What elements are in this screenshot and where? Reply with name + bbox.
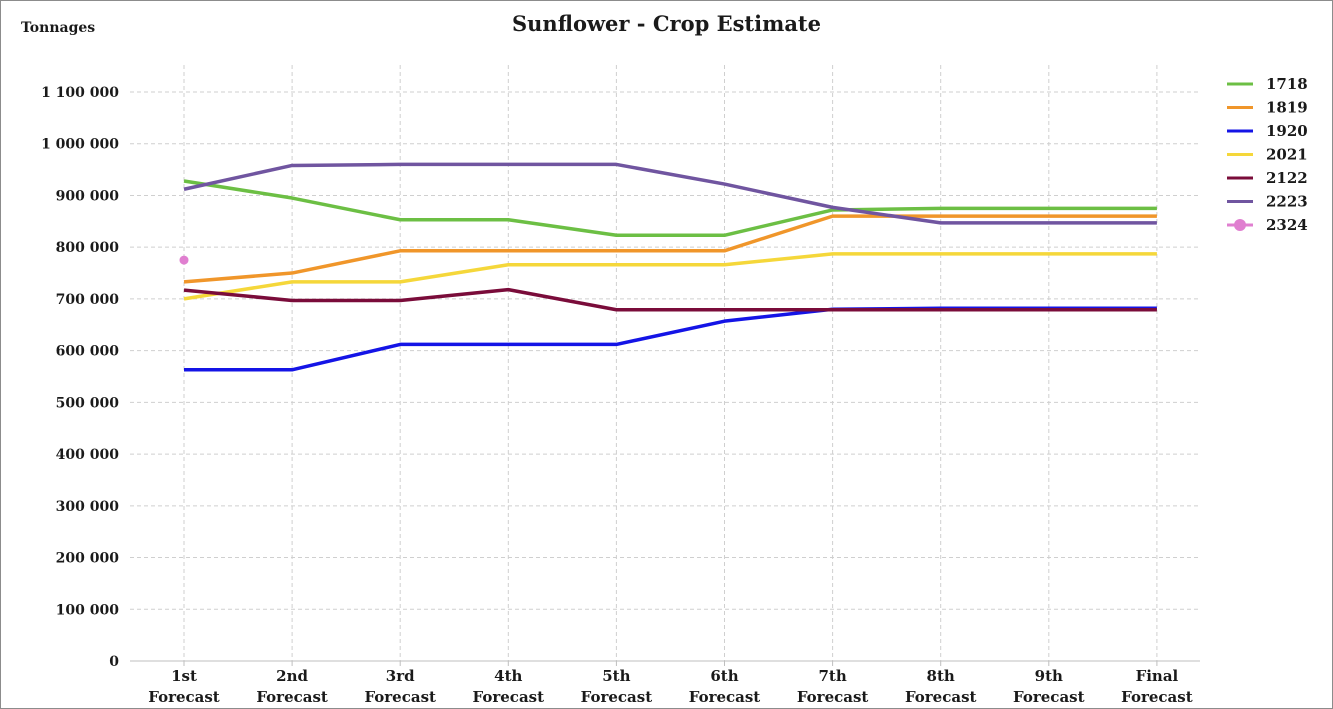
x-tick-label: 7th <box>818 667 846 685</box>
y-tick-label: 300 000 <box>56 499 120 515</box>
x-tick-label: 9th <box>1035 667 1063 685</box>
y-tick-labels: 0 100 000 200 000 300 000 400 000 500 000 600 … <box>41 85 119 670</box>
y-tick-label: 100 000 <box>56 602 120 618</box>
x-tick-label: 8th <box>927 667 955 685</box>
x-tick-label: Forecast <box>1121 688 1193 706</box>
x-tick-label: 3rd <box>386 667 415 685</box>
y-axis-label: Tonnages <box>21 20 96 36</box>
x-tick-label: 4th <box>494 667 522 685</box>
x-tick-label: Final <box>1136 667 1179 685</box>
legend-label-1920: 1920 <box>1266 122 1308 140</box>
series-1819-line <box>183 214 1157 284</box>
legend-marker-2324 <box>1234 219 1246 231</box>
legend-label-2021: 2021 <box>1266 146 1308 164</box>
y-tick-label: 200 000 <box>56 551 120 567</box>
x-tick-label: 1st <box>171 667 197 685</box>
x-tick-label: Forecast <box>689 688 761 706</box>
series-1718-line <box>183 179 1157 238</box>
series-2324-point <box>179 255 189 265</box>
x-tick-label: 6th <box>710 667 738 685</box>
series-2122-line <box>183 287 1157 312</box>
y-tick-label: 700 000 <box>56 292 120 308</box>
x-tick-label: 5th <box>602 667 630 685</box>
x-tick-labels: 1st Forecast 2nd Forecast 3rd Forecast 4th Fore… <box>148 667 1192 706</box>
y-tick-label: 500 000 <box>56 395 120 411</box>
x-tick-label: 2nd <box>276 667 308 685</box>
x-tick-label: Forecast <box>905 688 977 706</box>
gridlines <box>130 65 1200 661</box>
axes <box>130 660 1200 666</box>
chart-title: Sunflower - Crop Estimate <box>512 11 821 36</box>
y-tick-label: 1 100 000 <box>41 85 119 101</box>
x-tick-label: Forecast <box>364 688 436 706</box>
x-tick-label: Forecast <box>148 688 220 706</box>
y-tick-label: 600 000 <box>56 344 120 360</box>
x-tick-label: Forecast <box>1013 688 1085 706</box>
y-tick-label: 900 000 <box>56 188 120 204</box>
x-tick-label: Forecast <box>797 688 869 706</box>
x-tick-label: Forecast <box>256 688 328 706</box>
y-tick-label: 0 <box>109 654 119 670</box>
x-tick-label: Forecast <box>473 688 545 706</box>
legend-label-2324: 2324 <box>1266 216 1308 234</box>
series-2223-line <box>183 162 1157 225</box>
y-tick-label: 1 000 000 <box>41 137 119 153</box>
legend-label-2223: 2223 <box>1266 193 1308 211</box>
y-tick-label: 800 000 <box>56 240 120 256</box>
series-lines <box>179 162 1157 372</box>
legend-label-2122: 2122 <box>1266 169 1308 187</box>
series-2021-line <box>183 252 1157 301</box>
legend-label-1819: 1819 <box>1266 99 1308 117</box>
series-1920-line <box>184 306 1157 372</box>
x-tick-label: Forecast <box>581 688 653 706</box>
legend-label-1718: 1718 <box>1266 75 1308 93</box>
legend: 1718 1819 1920 2021 2122 2223 2324 <box>1227 75 1308 234</box>
y-tick-label: 400 000 <box>56 447 120 463</box>
